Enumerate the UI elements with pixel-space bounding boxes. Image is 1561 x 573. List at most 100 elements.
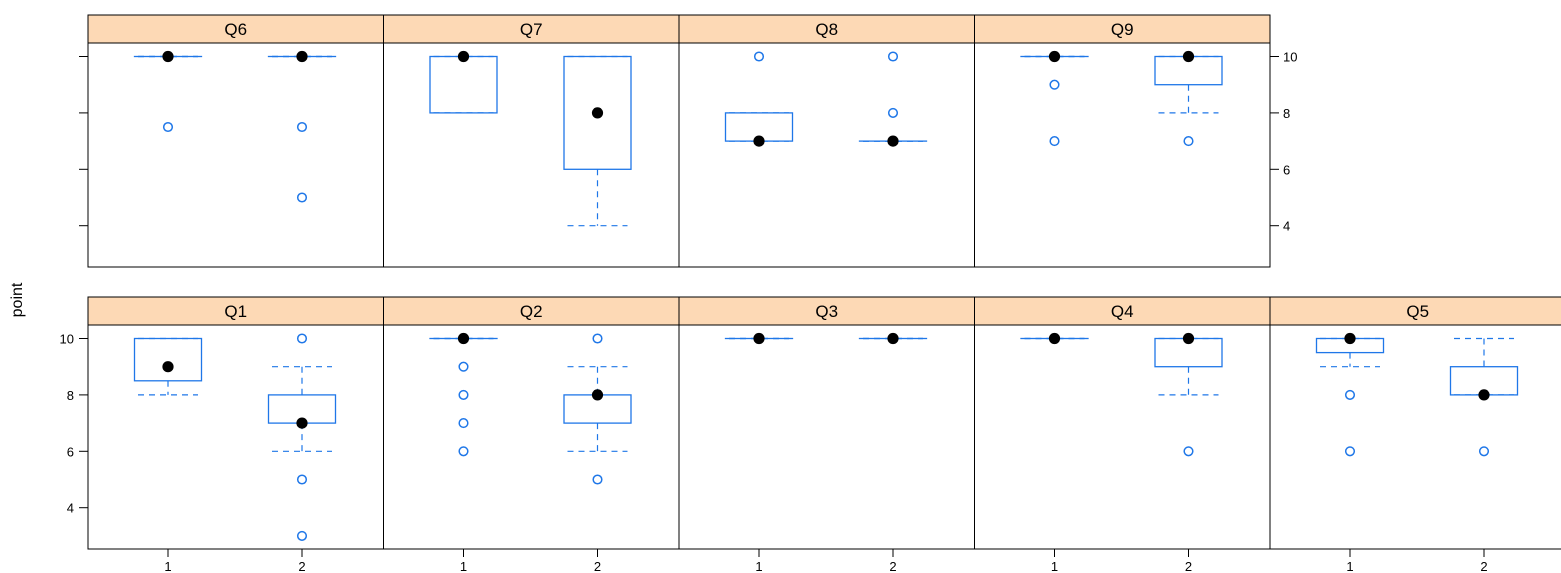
panel-frame <box>87 324 384 550</box>
outlier-point <box>458 389 469 400</box>
panel-frame <box>87 42 384 268</box>
box-group-2 <box>563 55 632 227</box>
panel-q8: Q8 <box>678 14 975 268</box>
y-tick-label: 8 <box>67 388 74 403</box>
strip-label: Q3 <box>815 302 838 321</box>
median-dot <box>887 135 899 147</box>
median-dot <box>591 389 604 401</box>
outlier-point <box>1344 446 1356 457</box>
x-tick-label: 1 <box>1346 559 1353 573</box>
panel-frame <box>974 324 1271 550</box>
box-group-2 <box>267 333 337 541</box>
strip-header <box>974 14 1271 44</box>
outlier-point <box>458 361 469 372</box>
box-group-1 <box>1020 50 1089 147</box>
box-group-2 <box>563 333 632 485</box>
y-axis-label: point <box>9 282 26 317</box>
panel-frame <box>383 42 680 268</box>
median-dot <box>457 332 470 345</box>
outlier-point <box>458 446 469 457</box>
y-tick-label: 4 <box>67 501 74 516</box>
box-group-1 <box>724 332 794 345</box>
strip-header <box>383 296 680 326</box>
panel-frame <box>678 42 975 268</box>
y-tick-label: 6 <box>1283 162 1290 177</box>
box-group-2 <box>1154 332 1223 457</box>
x-tick-label: 2 <box>594 559 601 573</box>
strip-label: Q7 <box>520 20 543 39</box>
box-group-2 <box>858 332 928 345</box>
median-dot <box>753 135 765 147</box>
outlier-point <box>296 192 308 203</box>
y-tick-label: 8 <box>1283 106 1290 121</box>
strip-header <box>678 14 975 44</box>
x-tick-label: 1 <box>460 559 467 573</box>
strip-label: Q8 <box>815 20 838 39</box>
box-group-1 <box>429 50 498 114</box>
panel-q5: Q5 <box>1269 296 1561 550</box>
median-dot <box>296 417 308 429</box>
median-dot <box>753 332 765 345</box>
panel-q3: Q3 <box>678 296 975 550</box>
y-tick-label: 6 <box>67 444 74 459</box>
outlier-point <box>296 530 308 541</box>
panel-q4: Q4 <box>974 296 1271 550</box>
outlier-point <box>296 474 308 485</box>
median-dot <box>162 361 174 373</box>
outlier-point <box>162 121 174 133</box>
box-group-1 <box>429 332 498 457</box>
x-tick-label: 1 <box>1051 559 1058 573</box>
y-tick-label: 4 <box>1283 219 1290 234</box>
strip-label: Q1 <box>224 302 247 321</box>
panel-frame <box>974 42 1271 268</box>
outlier-point <box>1183 446 1194 457</box>
strip-header <box>87 14 384 44</box>
panel-frame <box>383 324 680 550</box>
box-group-1 <box>133 50 203 133</box>
median-dot <box>1182 332 1195 345</box>
panels-layer: Q6 Q7 Q8 Q9 Q1 Q2 Q3 Q4 Q5 4 4 6 6 8 8 10 10 1 2 1 2 1 2 1 2 1 2 <box>60 14 1561 573</box>
panel-q7: Q7 <box>383 14 680 268</box>
median-dot <box>1478 389 1490 401</box>
strip-header <box>974 296 1271 326</box>
median-dot <box>162 50 174 63</box>
panel-frame <box>678 324 975 550</box>
box-group-1 <box>1020 332 1089 345</box>
x-tick-label: 2 <box>298 559 305 573</box>
panel-q1: Q1 <box>87 296 384 550</box>
median-dot <box>1344 332 1356 345</box>
median-dot <box>1048 50 1061 63</box>
box-group-2 <box>1154 50 1223 147</box>
box-group-1 <box>133 337 203 396</box>
strip-label: Q6 <box>224 20 247 39</box>
strip-label: Q9 <box>1111 20 1134 39</box>
box-group-2 <box>858 51 928 147</box>
y-tick-label: 10 <box>60 332 74 347</box>
median-dot <box>591 107 604 119</box>
panel-q9: Q9 <box>974 14 1271 268</box>
iqr-box <box>429 55 498 114</box>
box-group-2 <box>267 50 337 203</box>
outlier-point <box>753 51 765 62</box>
outlier-point <box>296 121 308 133</box>
outlier-point <box>592 474 603 485</box>
outlier-point <box>296 333 308 344</box>
median-dot <box>1182 50 1195 63</box>
x-tick-label: 2 <box>1185 559 1192 573</box>
outlier-point <box>458 418 469 429</box>
outlier-point <box>887 51 899 62</box>
median-dot <box>887 332 899 345</box>
median-dot <box>1048 332 1061 345</box>
iqr-box <box>133 337 203 382</box>
median-dot <box>457 50 470 63</box>
median-dot <box>296 50 308 63</box>
panel-q6: Q6 <box>87 14 384 268</box>
strip-label: Q5 <box>1406 302 1429 321</box>
outlier-point <box>1183 136 1194 147</box>
box-group-1 <box>724 51 794 147</box>
panel-frame <box>1269 324 1561 550</box>
outlier-point <box>1049 79 1060 90</box>
outlier-point <box>1049 136 1060 147</box>
strip-label: Q4 <box>1111 302 1134 321</box>
